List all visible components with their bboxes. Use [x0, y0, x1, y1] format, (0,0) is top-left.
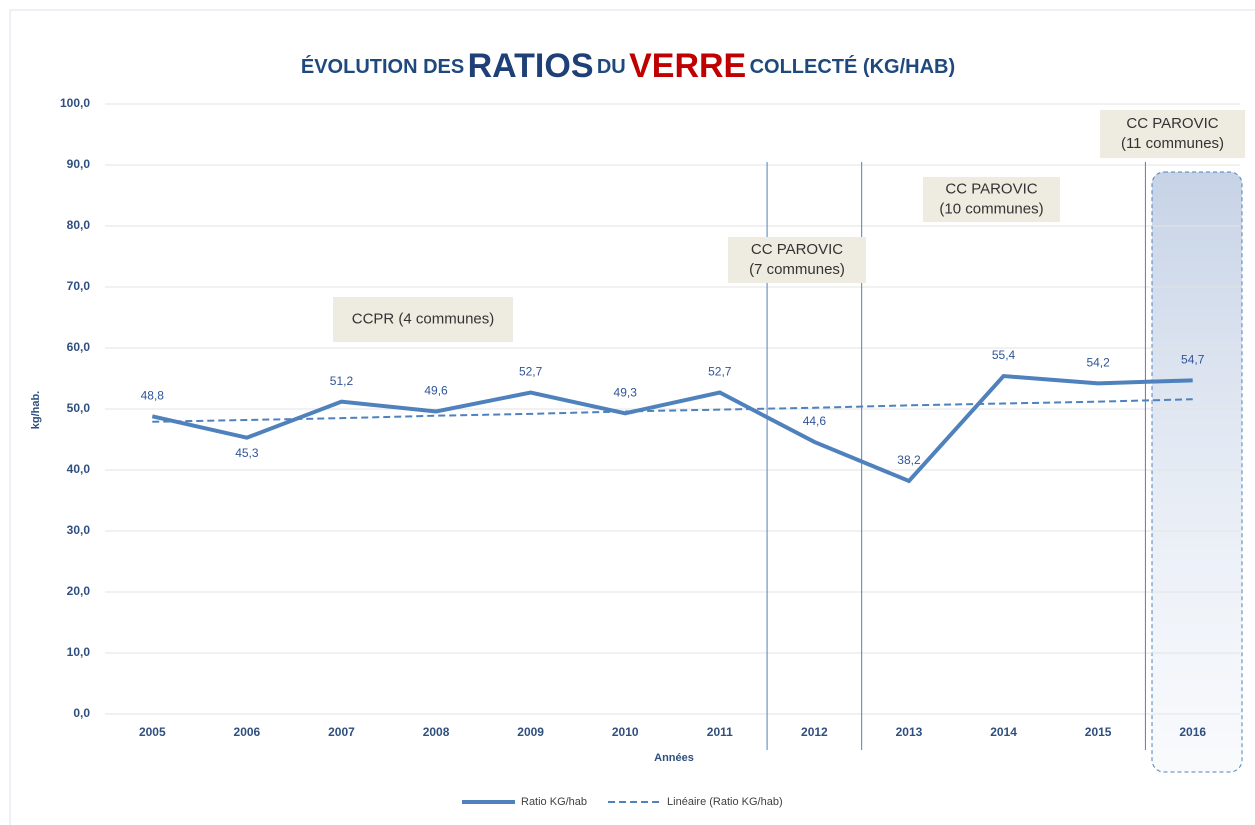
y-tick-label: 40,0: [67, 462, 91, 476]
title-part: DU: [597, 56, 626, 78]
y-tick-label: 10,0: [67, 645, 91, 659]
data-label: 49,3: [614, 385, 638, 399]
x-tick-label: 2015: [1085, 725, 1112, 739]
data-label: 49,6: [424, 384, 448, 398]
x-tick-label: 2014: [990, 725, 1017, 739]
x-tick-label: 2006: [234, 725, 261, 739]
legend-label: Ratio KG/hab: [521, 796, 587, 808]
y-tick-label: 70,0: [67, 279, 91, 293]
x-tick-label: 2010: [612, 725, 639, 739]
annotation-text: CC PAROVIC: [751, 241, 843, 258]
annotation-text: (7 communes): [749, 261, 845, 278]
data-label: 48,8: [141, 388, 165, 402]
legend-label: Linéaire (Ratio KG/hab): [667, 796, 783, 808]
annotation-text: (10 communes): [939, 200, 1043, 217]
chart-title: ÉVOLUTION DES RATIOS DU VERRE COLLECTÉ (…: [301, 47, 955, 85]
data-label: 55,4: [992, 348, 1016, 362]
x-tick-label: 2013: [896, 725, 923, 739]
data-label: 38,2: [897, 453, 921, 467]
x-axis-label: Années: [654, 752, 694, 764]
data-label: 54,7: [1181, 353, 1205, 367]
y-tick-label: 50,0: [67, 401, 91, 415]
annotation-text: CC PAROVIC: [1126, 115, 1218, 132]
x-tick-label: 2007: [328, 725, 355, 739]
x-tick-label: 2005: [139, 725, 166, 739]
trend-line: [152, 398, 1193, 423]
y-axis-label: kg/hab.: [30, 391, 42, 430]
annotation-box: [923, 177, 1060, 222]
y-tick-label: 100,0: [60, 96, 90, 110]
annotation-text: (11 communes): [1121, 135, 1224, 152]
annotation-box: [1100, 110, 1245, 158]
y-tick-label: 90,0: [67, 157, 91, 171]
x-tick-label: 2012: [801, 725, 828, 739]
annotation-box: [333, 297, 513, 342]
x-tick-label: 2008: [423, 725, 450, 739]
title-part: ÉVOLUTION DES: [301, 55, 464, 78]
data-label: 52,7: [519, 365, 543, 379]
x-tick-label: 2016: [1179, 725, 1206, 739]
y-tick-label: 60,0: [67, 340, 91, 354]
y-tick-label: 0,0: [73, 706, 90, 720]
y-tick-label: 20,0: [67, 584, 91, 598]
title-part: VERRE: [629, 47, 746, 85]
frame: [9, 9, 1255, 825]
data-label: 45,3: [235, 446, 259, 460]
title-part: COLLECTÉ (KG/HAB): [750, 55, 956, 78]
y-tick-label: 30,0: [67, 523, 91, 537]
x-tick-label: 2011: [707, 725, 733, 739]
data-line: [151, 373, 1193, 484]
title-part: RATIOS: [468, 47, 594, 85]
annotation-box: [728, 237, 866, 283]
x-tick-label: 2009: [517, 725, 544, 739]
data-label: 44,6: [803, 414, 827, 428]
y-tick-label: 80,0: [67, 218, 91, 232]
data-label: 52,7: [708, 365, 732, 379]
highlight-2016: [1151, 171, 1243, 773]
annotation-text: CCPR (4 communes): [352, 310, 495, 327]
data-label: 51,2: [330, 374, 354, 388]
data-label: 54,2: [1086, 356, 1110, 370]
annotation-text: CC PAROVIC: [945, 180, 1037, 197]
